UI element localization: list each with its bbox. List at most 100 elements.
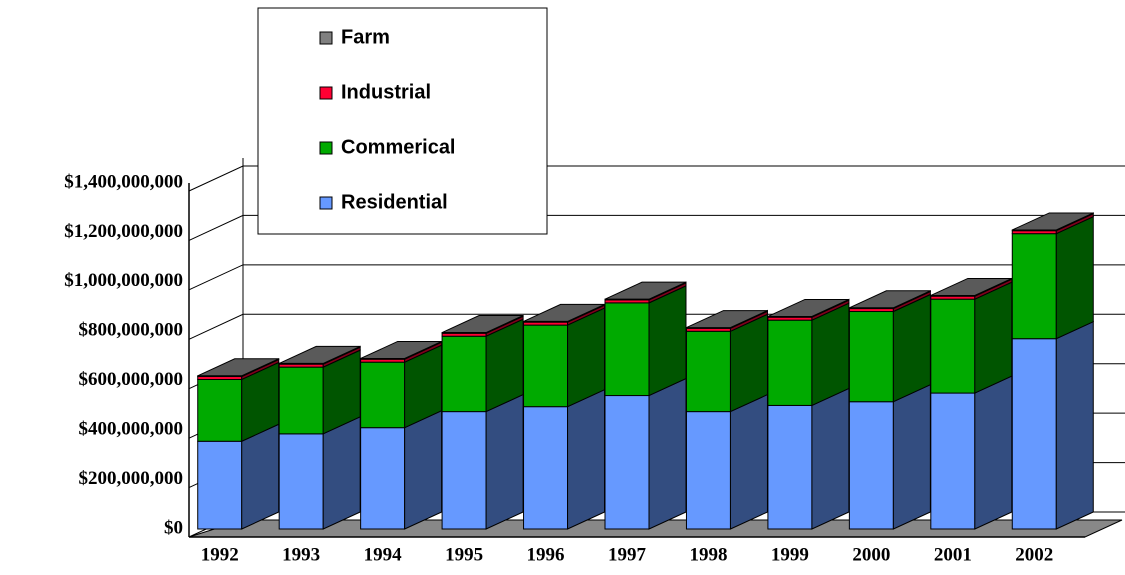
bar-side [729, 393, 768, 530]
bar-front [360, 427, 406, 530]
legend-label: Residential [341, 191, 448, 213]
bar-segment [1011, 212, 1094, 232]
bar-segment [685, 393, 768, 530]
y-tick-label: $1,000,000,000 [64, 270, 183, 291]
legend: Farm Industrial Commerical Residential [257, 7, 548, 235]
bar-front [930, 392, 976, 530]
bar-top [441, 315, 524, 334]
x-tick-label: 2000 [852, 544, 890, 565]
legend-swatch [319, 141, 333, 155]
bar-segment [360, 409, 443, 530]
bar-top [1012, 212, 1094, 231]
bar-front [523, 324, 569, 408]
bar-side [1055, 320, 1094, 530]
bar-segment [685, 309, 768, 330]
y-tick-label: $0 [164, 517, 183, 538]
bar-front [685, 411, 731, 530]
bar-front [930, 298, 976, 394]
bar-front [604, 302, 650, 397]
bar-front [604, 395, 650, 530]
bar-side [404, 409, 443, 530]
legend-swatch [319, 31, 333, 45]
bar-segment [767, 387, 850, 530]
y-tick-label: $1,200,000,000 [64, 221, 183, 242]
bar-front [197, 440, 243, 530]
bar-front [767, 404, 813, 530]
bar-front [685, 330, 731, 413]
bar-segment [604, 281, 687, 301]
bar-side [974, 281, 1013, 394]
bar-side [485, 393, 524, 530]
bar-side [974, 375, 1013, 530]
legend-label: Industrial [341, 81, 431, 103]
bar-front [848, 401, 894, 530]
bar-front [767, 319, 813, 406]
x-tick-label: 2002 [1015, 544, 1053, 565]
bar-segment [848, 290, 931, 310]
legend-label: Farm [341, 26, 390, 48]
bar-front [278, 433, 324, 530]
bar-segment [930, 281, 1013, 394]
bar-front [360, 361, 406, 429]
bar-front [523, 406, 569, 530]
y-tick-label: $1,400,000,000 [64, 171, 183, 192]
bar-segment [685, 313, 768, 413]
bar-segment [848, 293, 931, 403]
legend-label: Commerical [341, 136, 456, 158]
x-tick-label: 1993 [282, 544, 320, 565]
bar-segment [848, 383, 931, 530]
bar-side [811, 302, 850, 407]
bar-top [604, 281, 687, 300]
bar-top [767, 298, 850, 317]
bar-segment [523, 388, 606, 530]
bar-segment [197, 357, 280, 378]
bar-front [1011, 338, 1057, 530]
legend-swatch [319, 196, 333, 210]
bar-front [441, 335, 487, 413]
bar-segment [523, 307, 606, 408]
x-tick-label: 1997 [608, 544, 647, 565]
bar-side [241, 423, 280, 530]
bar-top [849, 290, 931, 309]
legend-swatch [319, 86, 333, 100]
bar-side [892, 383, 931, 530]
y-tick-label: $200,000,000 [79, 468, 184, 489]
bar-segment [360, 340, 443, 360]
bar-side [892, 293, 931, 403]
y-tick-label: $400,000,000 [79, 419, 184, 440]
bar-front [848, 311, 894, 403]
bar-segment [441, 393, 524, 530]
bar-segment [278, 416, 361, 530]
bar-segment [1011, 320, 1094, 530]
bar-side [648, 285, 687, 397]
grid-line [188, 165, 1125, 192]
x-tick-label: 1998 [689, 544, 727, 565]
bar-top [197, 358, 279, 377]
bar-front [1011, 233, 1057, 340]
x-tick-label: 1994 [364, 544, 403, 565]
grid-line [188, 214, 1125, 241]
bar-segment [604, 285, 687, 397]
y-tick-label: $800,000,000 [79, 320, 184, 341]
bar-side [567, 388, 606, 530]
legend-box [257, 7, 548, 235]
grid-line-segment [188, 264, 1125, 291]
x-tick-label: 1999 [771, 544, 809, 565]
bar-segment [278, 345, 361, 365]
bar-side [322, 416, 361, 530]
bar-front [197, 378, 243, 442]
x-tick-label: 2001 [934, 544, 972, 565]
grid-line-segment [188, 214, 1125, 241]
bar-segment [930, 375, 1013, 530]
bar-front [441, 411, 487, 530]
x-tick-label: 1996 [527, 544, 565, 565]
bar-segment [1011, 215, 1094, 340]
bar-top [278, 345, 361, 364]
grid-line-segment [188, 165, 1125, 192]
bar-segment [604, 377, 687, 530]
y-tick-label: $600,000,000 [79, 369, 184, 390]
bar-segment [441, 318, 524, 413]
x-tick-label: 1995 [445, 544, 483, 565]
x-tick-label: 1992 [201, 544, 239, 565]
